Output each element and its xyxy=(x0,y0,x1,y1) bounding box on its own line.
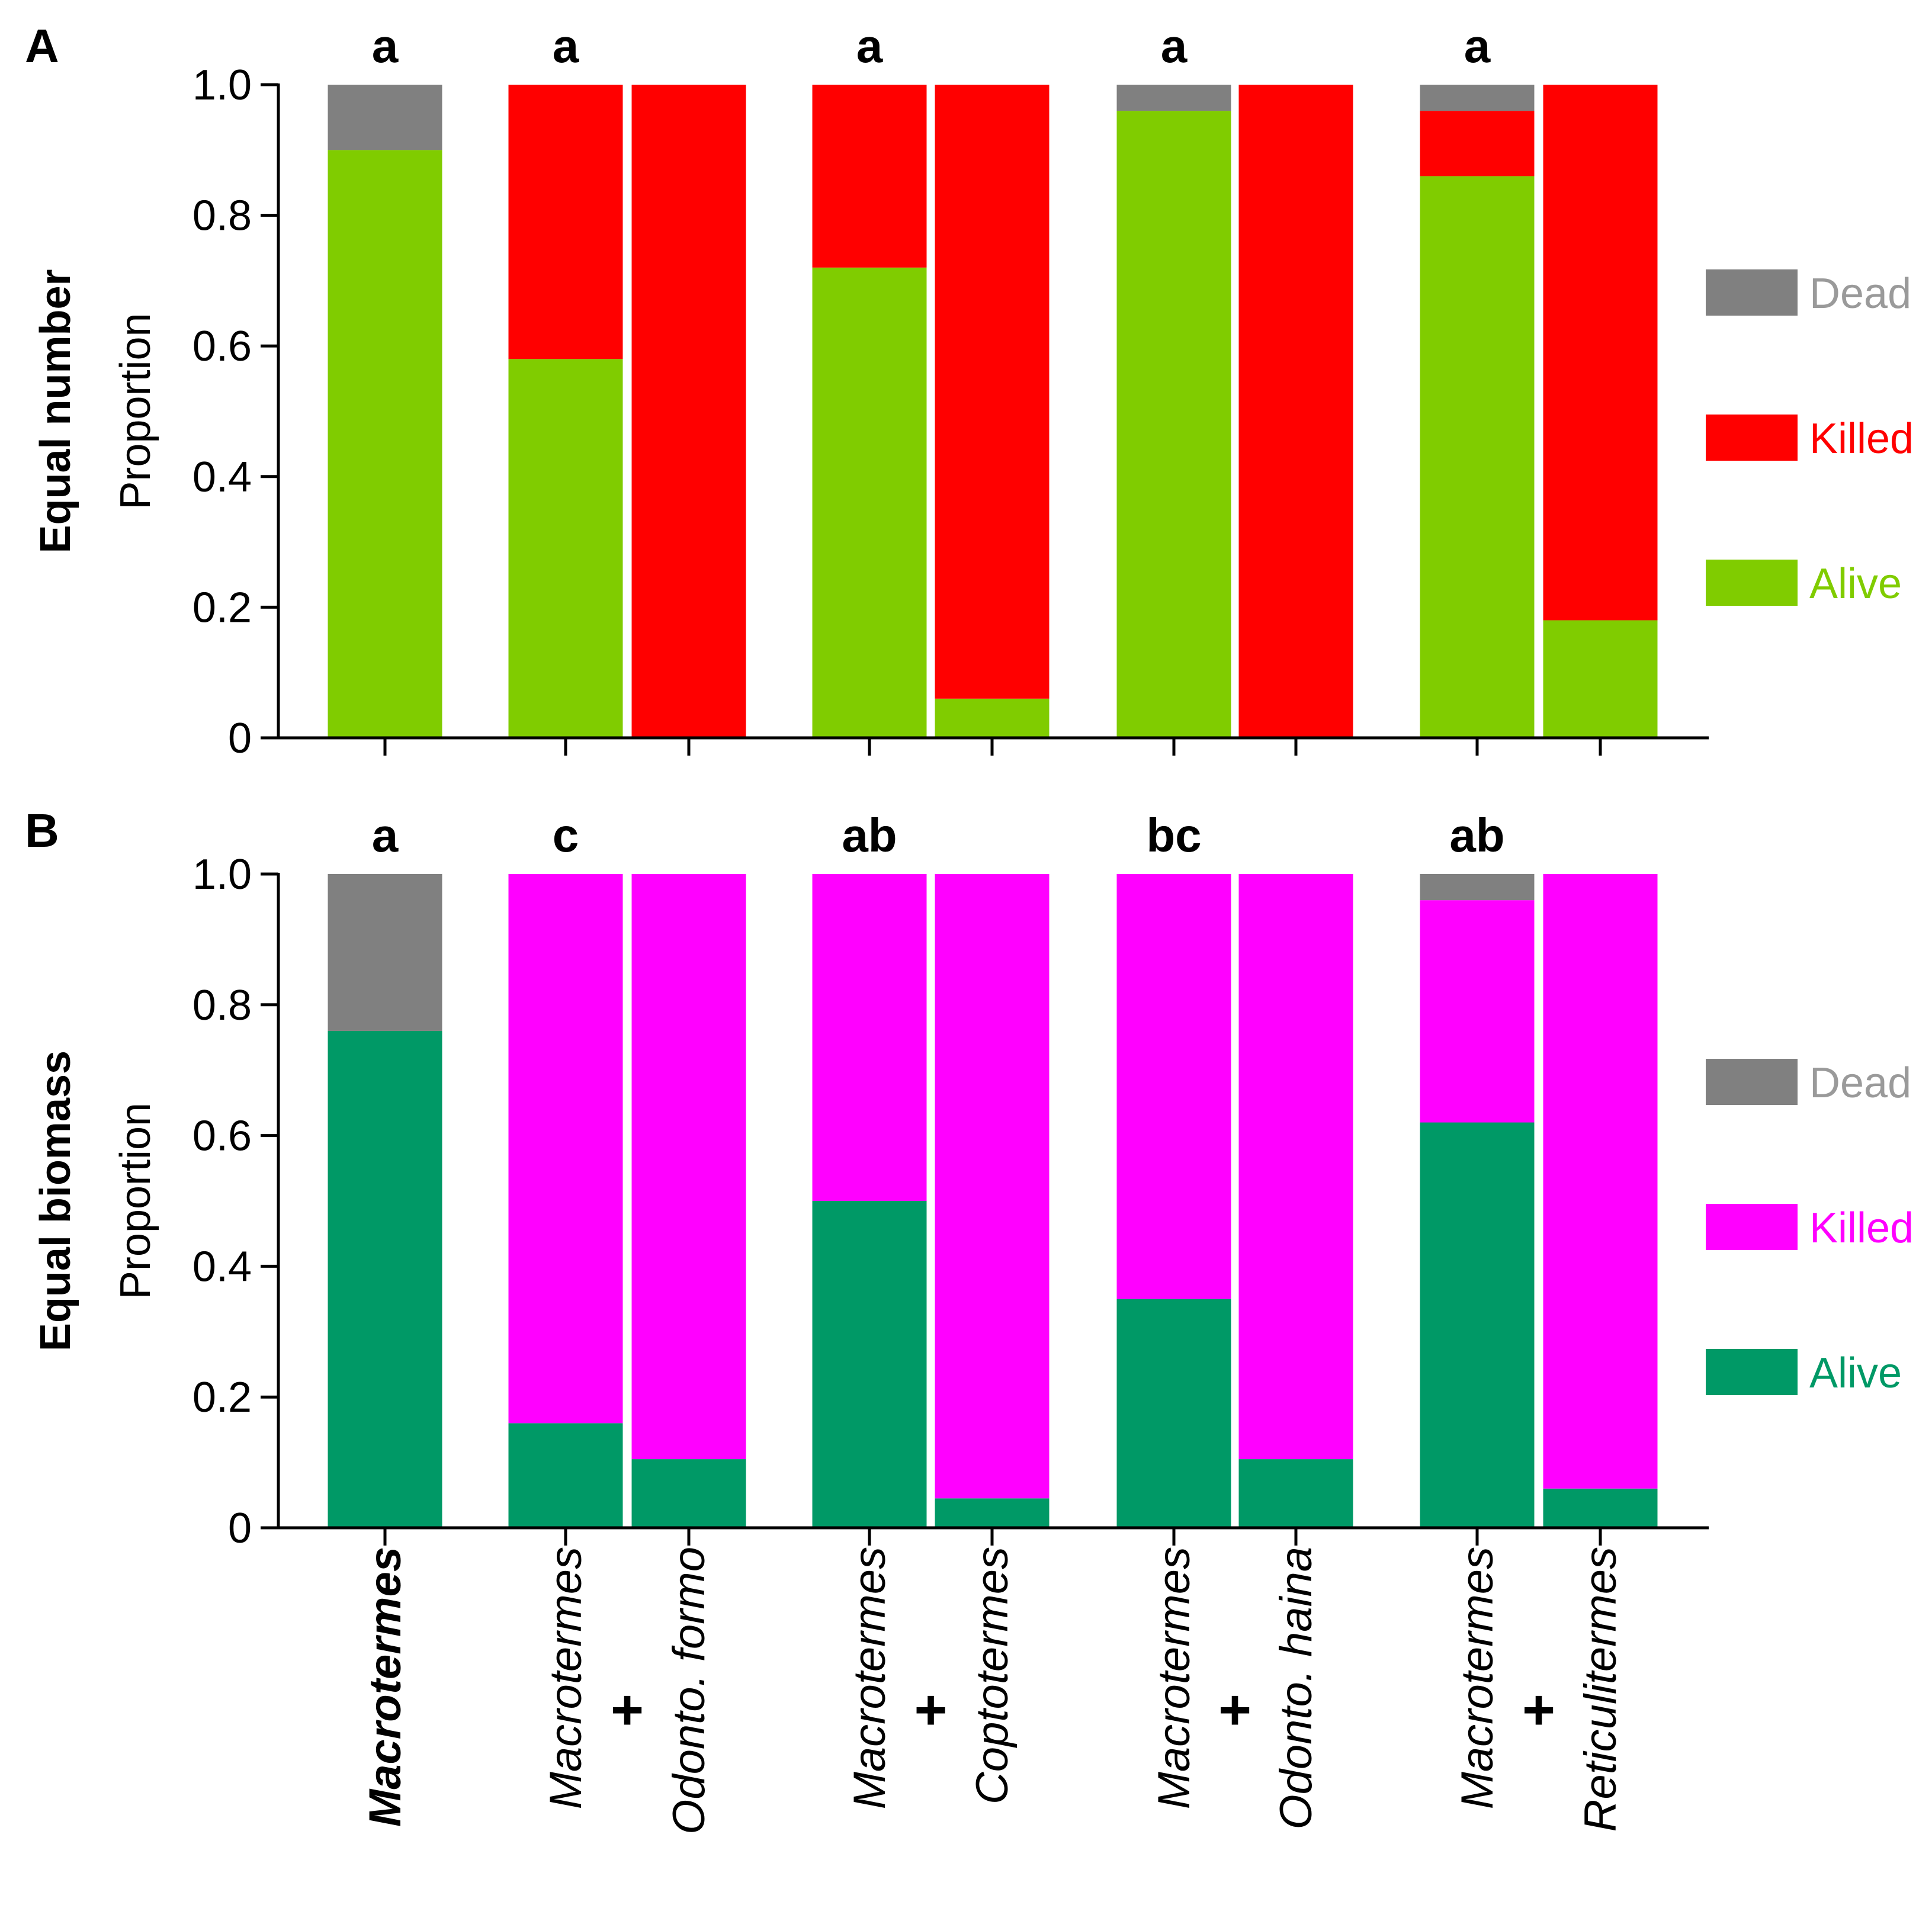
legend-label-dead: Dead xyxy=(1809,1059,1911,1107)
panel-a: 0 0.2 0.4 0.6 0.8 1.0 a a a a a A Equal number Propor… xyxy=(25,20,1914,762)
bar-killed-2 xyxy=(508,85,623,359)
legend: Dead Killed Alive xyxy=(1706,1059,1914,1397)
y-tick-label: 0.6 xyxy=(192,323,252,370)
legend-label-killed: Killed xyxy=(1809,415,1914,462)
significance-letter: a xyxy=(1161,20,1188,72)
bar-alive-3 xyxy=(631,1459,746,1528)
legend-swatch-alive xyxy=(1706,1349,1798,1395)
bar-killed-7 xyxy=(1238,85,1353,738)
plus-sign: + xyxy=(611,1678,644,1742)
bar-killed-8 xyxy=(1420,900,1535,1123)
y-tick-label: 0 xyxy=(228,1505,252,1552)
x-category-label-4: Macrotermes xyxy=(845,1547,895,1809)
bar-killed-5 xyxy=(935,85,1050,699)
y-tick-label: 1.0 xyxy=(192,851,252,898)
bar-alive-1 xyxy=(328,150,442,738)
x-axis-category-labels: Macrotermes Macrotermes Odonto. formo Macro… xyxy=(360,1547,1626,1835)
y-tick-label: 0.6 xyxy=(192,1113,252,1160)
bar-dead-8 xyxy=(1420,85,1535,111)
y-tick-label: 0 xyxy=(228,715,252,762)
x-category-label-8: Macrotermes xyxy=(1452,1547,1503,1809)
y-tick-label: 0.8 xyxy=(192,982,252,1029)
bar-dead-6 xyxy=(1116,85,1231,111)
y-tick-label: 0.2 xyxy=(192,1374,252,1421)
bar-alive-9 xyxy=(1543,620,1658,738)
bar-killed-2 xyxy=(508,874,623,1424)
bar-alive-5 xyxy=(935,1498,1050,1528)
bar-killed-9 xyxy=(1543,874,1658,1489)
y-tick-label: 0.2 xyxy=(192,584,252,631)
bar-killed-3 xyxy=(631,85,746,738)
bar-alive-6 xyxy=(1116,111,1231,738)
bar-dead-8 xyxy=(1420,874,1535,901)
x-category-label-9: Reticulitermes xyxy=(1575,1547,1626,1832)
legend-swatch-killed xyxy=(1706,1204,1798,1250)
x-category-label-1: Macrotermes xyxy=(360,1547,410,1827)
bar-alive-1 xyxy=(328,1030,442,1528)
bar-dead-1 xyxy=(328,874,442,1031)
y-tick-label: 1.0 xyxy=(192,62,252,109)
y-tick-label: 0.4 xyxy=(192,454,252,501)
legend-label-killed: Killed xyxy=(1809,1204,1914,1252)
significance-letter: a xyxy=(372,20,399,72)
x-category-label-6: Macrotermes xyxy=(1149,1547,1199,1809)
significance-letter: a xyxy=(553,20,579,72)
y-axis-label: Proportion xyxy=(112,313,159,509)
significance-letter: a xyxy=(856,20,883,72)
x-category-label-2: Macrotermes xyxy=(541,1547,591,1809)
bar-killed-8 xyxy=(1420,111,1535,176)
bar-alive-8 xyxy=(1420,176,1535,738)
bar-killed-4 xyxy=(812,85,927,268)
bar-alive-4 xyxy=(812,1201,927,1528)
bar-alive-6 xyxy=(1116,1299,1231,1528)
bar-dead-1 xyxy=(328,85,442,150)
legend-label-alive: Alive xyxy=(1809,1350,1902,1397)
significance-letter: c xyxy=(553,809,579,862)
bar-alive-5 xyxy=(935,698,1050,738)
bar-killed-4 xyxy=(812,874,927,1201)
x-category-label-3: Odonto. formo xyxy=(664,1547,714,1835)
x-category-label-5: Coptotermes xyxy=(967,1547,1018,1804)
legend-label-alive: Alive xyxy=(1809,560,1902,608)
panel-letter: B xyxy=(25,804,59,857)
panel-b: 0 0.2 0.4 0.6 0.8 1.0 a c ab bc ab B Equal biomass Pr… xyxy=(25,804,1914,1552)
legend-swatch-alive xyxy=(1706,560,1798,606)
bar-alive-8 xyxy=(1420,1122,1535,1528)
bar-alive-9 xyxy=(1543,1488,1658,1528)
plus-sign: + xyxy=(914,1678,947,1742)
bar-alive-7 xyxy=(1238,1459,1353,1528)
bar-alive-2 xyxy=(508,359,623,738)
legend: Dead Killed Alive xyxy=(1706,269,1914,608)
bar-killed-6 xyxy=(1116,874,1231,1299)
y-tick-label: 0.4 xyxy=(192,1243,252,1290)
plus-sign: + xyxy=(1522,1678,1555,1742)
plus-sign: + xyxy=(1218,1678,1251,1742)
bar-alive-2 xyxy=(508,1423,623,1528)
bar-killed-5 xyxy=(935,874,1050,1499)
x-category-label-7: Odonto. haina xyxy=(1271,1547,1321,1830)
row-label: Equal number xyxy=(32,269,79,553)
significance-letter: ab xyxy=(842,809,897,862)
bar-killed-3 xyxy=(631,874,746,1460)
row-label: Equal biomass xyxy=(32,1051,79,1351)
y-tick-label: 0.8 xyxy=(192,192,252,240)
legend-swatch-dead xyxy=(1706,269,1798,316)
panel-letter: A xyxy=(25,20,59,72)
bar-killed-9 xyxy=(1543,85,1658,621)
bar-killed-7 xyxy=(1238,874,1353,1460)
legend-swatch-dead xyxy=(1706,1059,1798,1105)
legend-label-dead: Dead xyxy=(1809,270,1911,317)
bar-alive-4 xyxy=(812,267,927,738)
significance-letter: bc xyxy=(1146,809,1201,862)
significance-letter: a xyxy=(1464,20,1491,72)
significance-letter: a xyxy=(372,809,399,862)
y-axis-label: Proportion xyxy=(112,1103,159,1299)
significance-letter: ab xyxy=(1449,809,1504,862)
legend-swatch-killed xyxy=(1706,415,1798,461)
